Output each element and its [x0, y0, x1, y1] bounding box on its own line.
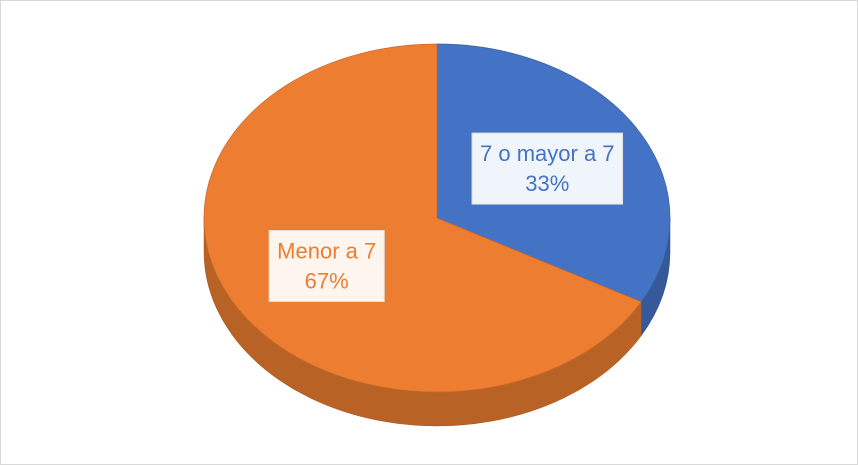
- label-box: [268, 230, 385, 303]
- pie-slice: [203, 43, 642, 393]
- data-label: 7 o mayor a 7 33%: [471, 132, 624, 205]
- label-category: Menor a 7: [277, 239, 376, 264]
- label-value: 67%: [305, 269, 349, 294]
- label-value: 33%: [525, 171, 569, 196]
- data-label: Menor a 7 67%: [268, 230, 385, 303]
- label-category: 7 o mayor a 7: [480, 141, 615, 166]
- label-box: [471, 132, 624, 205]
